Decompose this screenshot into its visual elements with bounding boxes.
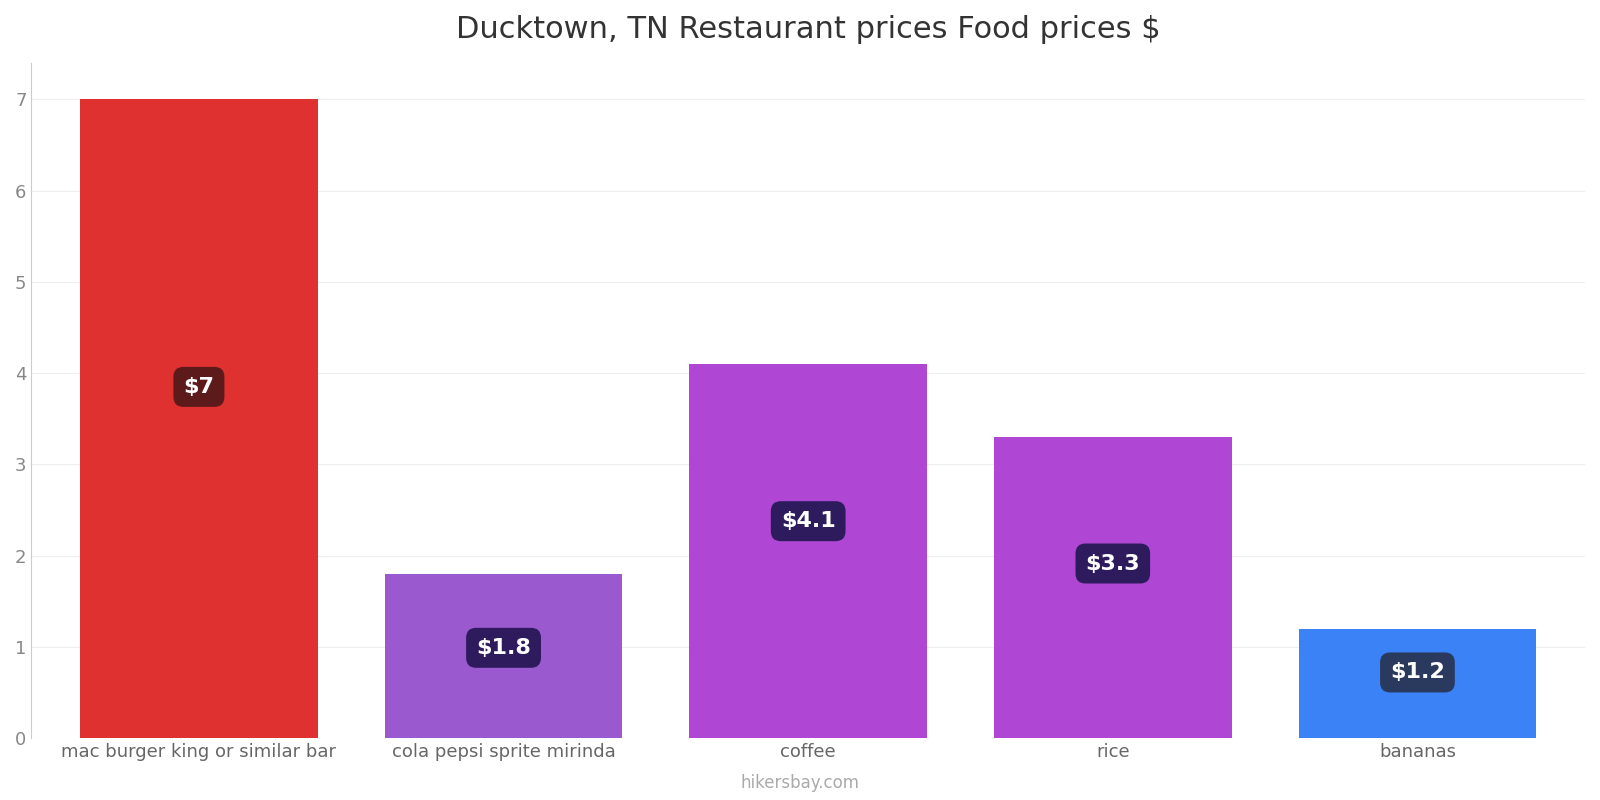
Text: $1.2: $1.2 <box>1390 662 1445 682</box>
Bar <box>384 574 622 738</box>
Text: $3.3: $3.3 <box>1085 554 1141 574</box>
Bar <box>690 364 926 738</box>
Bar <box>80 99 318 738</box>
Text: $7: $7 <box>184 377 214 397</box>
Title: Ducktown, TN Restaurant prices Food prices $: Ducktown, TN Restaurant prices Food pric… <box>456 15 1160 44</box>
Bar <box>994 437 1232 738</box>
Text: hikersbay.com: hikersbay.com <box>741 774 859 792</box>
Bar <box>1299 629 1536 738</box>
Text: $1.8: $1.8 <box>477 638 531 658</box>
Text: $4.1: $4.1 <box>781 511 835 531</box>
